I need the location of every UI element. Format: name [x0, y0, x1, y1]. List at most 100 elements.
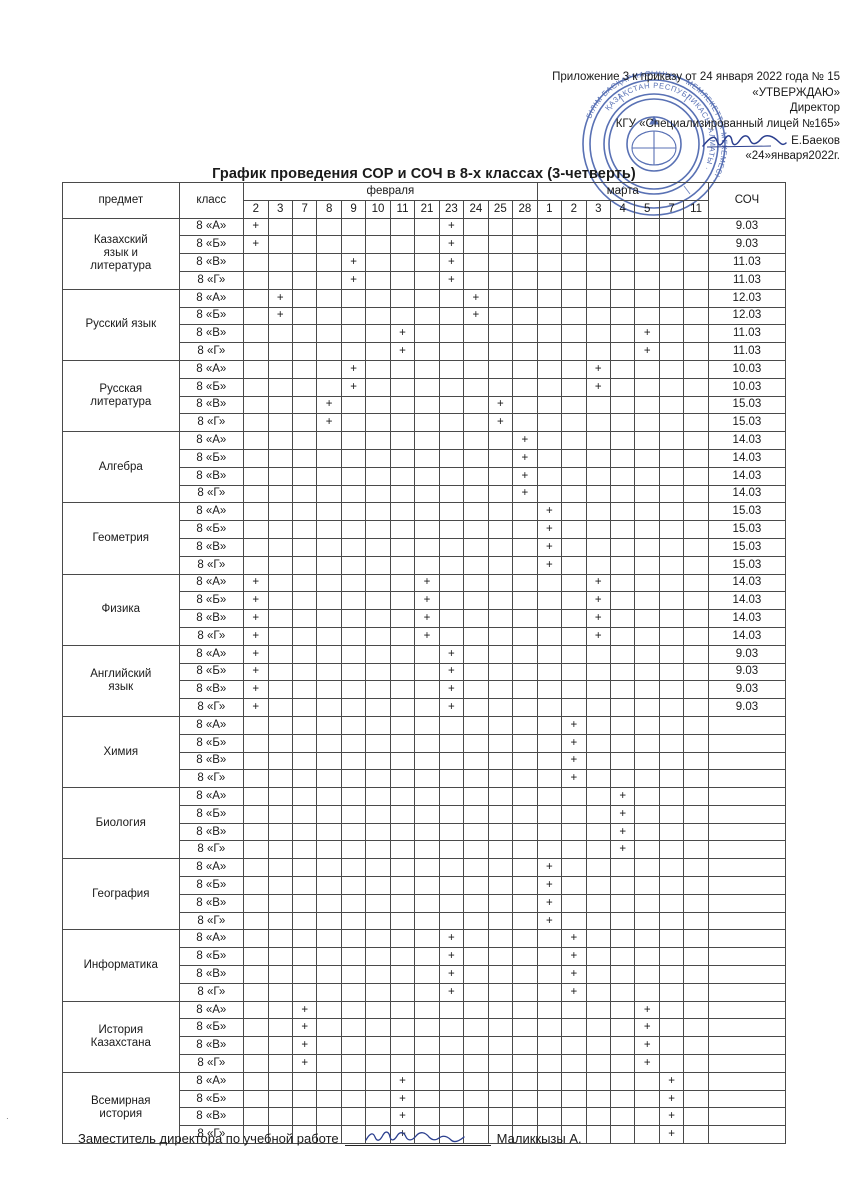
mark-cell-empty: [438, 751, 465, 771]
mark-cell-empty: [389, 609, 416, 628]
mark-cell-empty: [267, 1036, 293, 1056]
mark-cell-empty: [487, 787, 514, 806]
mark-cell-empty: [683, 1125, 709, 1145]
mark-cell-empty: [512, 217, 538, 237]
class-cell: 8 «Г»: [178, 840, 245, 860]
mark-cell-empty: [243, 359, 269, 379]
mark-cell-empty: [487, 751, 514, 771]
mark-cell-empty: [487, 306, 514, 326]
class-cell: 8 «В»: [178, 1036, 245, 1056]
soch-date-cell: 9.03: [707, 698, 787, 717]
mark-cell-checked: +: [561, 982, 587, 1002]
mark-cell-empty: [561, 840, 587, 860]
mark-cell-empty: [609, 537, 636, 557]
class-cell: 8 «Б»: [178, 520, 245, 539]
mark-cell-empty: [414, 715, 440, 735]
mark-cell-empty: [414, 484, 440, 504]
mark-cell-empty: [340, 502, 367, 522]
mark-cell-empty: [561, 858, 587, 878]
mark-cell-empty: [389, 1054, 416, 1073]
mark-cell-empty: [340, 751, 367, 771]
mark-cell-empty: [487, 822, 514, 842]
handwritten-signature-icon: [363, 1129, 467, 1144]
mark-cell-empty: [463, 840, 489, 860]
mark-cell-empty: [243, 520, 269, 539]
table-body: Казахский язык и литература 8 «А» + +9.03 8 …: [62, 217, 787, 1145]
subject-name: Биология: [95, 816, 146, 829]
header-soch: СОЧ: [707, 182, 787, 219]
mark-cell-empty: [438, 858, 465, 878]
mark-cell-empty: [389, 431, 416, 450]
class-cell: 8 «Б»: [178, 306, 245, 326]
soch-date-cell: [707, 1036, 787, 1056]
mark-cell-empty: [683, 893, 709, 913]
mark-cell-empty: [463, 929, 489, 949]
mark-cell-empty: [683, 395, 709, 415]
mark-cell-empty: [585, 217, 612, 237]
mark-cell-empty: [267, 520, 293, 539]
soch-date-cell: 14.03: [707, 431, 787, 450]
mark-cell-empty: [512, 626, 538, 646]
table-row: 8 «Г» + +9.03: [63, 698, 787, 717]
mark-cell-empty: [316, 253, 342, 272]
mark-cell-empty: [291, 253, 318, 272]
mark-cell-empty: [316, 431, 342, 450]
mark-cell-empty: [267, 698, 293, 717]
soch-date-cell: 14.03: [707, 448, 787, 468]
mark-cell-empty: [438, 1036, 465, 1056]
mark-cell-empty: [291, 377, 318, 397]
table-row: 8 «В» + +11.03: [63, 253, 787, 272]
mark-cell-empty: [536, 413, 563, 433]
mark-cell-empty: [512, 965, 538, 984]
mark-cell-empty: [438, 431, 465, 450]
table-row: 8 «Б» + +9.03: [63, 662, 787, 682]
mark-cell-empty: [291, 858, 318, 878]
mark-cell-empty: [512, 1071, 538, 1091]
mark-cell-empty: [561, 662, 587, 682]
mark-cell-empty: [487, 235, 514, 255]
mark-cell-empty: [389, 235, 416, 255]
mark-cell-empty: [414, 787, 440, 806]
mark-cell-empty: [487, 377, 514, 397]
mark-cell-empty: [609, 698, 636, 717]
mark-cell-empty: [316, 804, 342, 824]
mark-cell-empty: [414, 235, 440, 255]
mark-cell-empty: [536, 359, 563, 379]
mark-cell-empty: [340, 413, 367, 433]
mark-cell-empty: [561, 537, 587, 557]
subject-name-cell: Русская литература: [62, 359, 180, 433]
mark-cell-empty: [389, 804, 416, 824]
mark-cell-empty: [463, 680, 489, 700]
mark-cell-empty: [243, 288, 269, 308]
mark-cell-empty: [414, 840, 440, 860]
mark-cell-empty: [585, 270, 612, 290]
mark-cell-empty: [634, 876, 660, 895]
mark-cell-empty: [267, 217, 293, 237]
table-row: Физика 8 «А» + + +14.03: [62, 573, 787, 646]
mark-cell-empty: [463, 1054, 489, 1073]
mark-cell-empty: [463, 804, 489, 824]
mark-cell-empty: [267, 680, 293, 700]
mark-cell-empty: [658, 573, 685, 593]
mark-cell-empty: [658, 342, 685, 361]
mark-cell-empty: [585, 715, 612, 735]
soch-date-cell: 14.03: [707, 466, 787, 486]
mark-cell-empty: [536, 965, 563, 984]
mark-cell-empty: [316, 217, 342, 237]
mark-cell-empty: [683, 520, 709, 539]
mark-cell-empty: [463, 431, 489, 450]
mark-cell-checked: +: [389, 1089, 416, 1109]
table-row: Казахский язык и литература 8 «А» + +9.03: [62, 217, 787, 290]
mark-cell-empty: [365, 1071, 391, 1091]
mark-cell-empty: [585, 520, 612, 539]
mark-cell-empty: [561, 680, 587, 700]
mark-cell-empty: [561, 822, 587, 842]
mark-cell-empty: [585, 698, 612, 717]
mark-cell-empty: [316, 609, 342, 628]
mark-cell-empty: [414, 306, 440, 326]
mark-cell-empty: [243, 502, 269, 522]
mark-cell-empty: [340, 840, 367, 860]
mark-cell-empty: [438, 893, 465, 913]
mark-cell-empty: [487, 591, 514, 611]
mark-cell-empty: [365, 965, 391, 984]
